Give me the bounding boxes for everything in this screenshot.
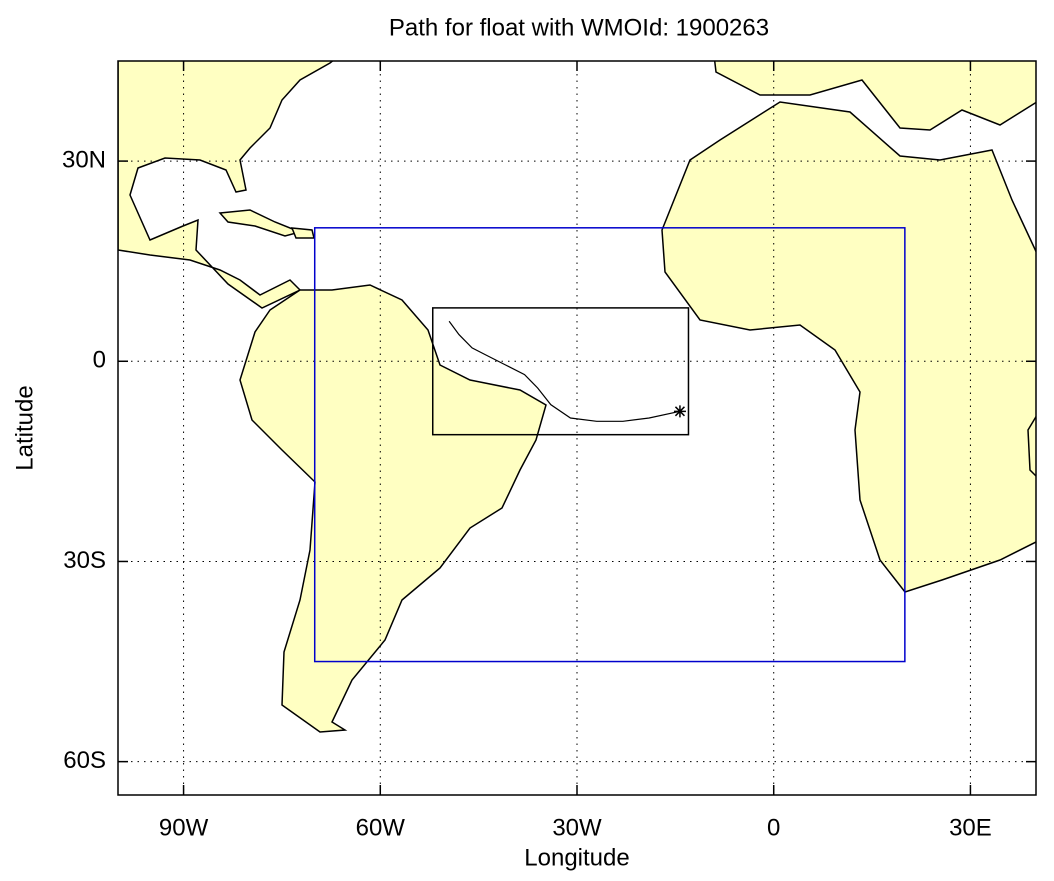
y-tick-label: 0 [93,347,106,374]
north-america [118,61,334,309]
madagascar [1027,415,1036,478]
region-box [431,307,690,436]
y-axis-label: Latitude [11,385,38,470]
europe [713,61,1036,131]
hispaniola [290,227,315,239]
x-tick-label: 30W [552,814,602,841]
y-tick-label: 60S [63,747,106,774]
float-track [448,320,681,422]
coastlines [118,61,1036,733]
region-box [313,227,906,663]
chart-title: Path for float with WMOId: 1900263 [389,14,769,41]
south-america [239,284,547,733]
x-tick-label: 60W [356,814,406,841]
x-tick-label: 30E [949,814,992,841]
x-tick-label: 0 [767,814,780,841]
x-tick-label: 90W [159,814,209,841]
africa [661,101,1036,593]
cuba [218,209,303,237]
y-tick-label: 30N [62,146,106,173]
y-tick-label: 30S [63,547,106,574]
track-end-marker [673,405,686,418]
x-axis-label: Longitude [524,844,629,871]
